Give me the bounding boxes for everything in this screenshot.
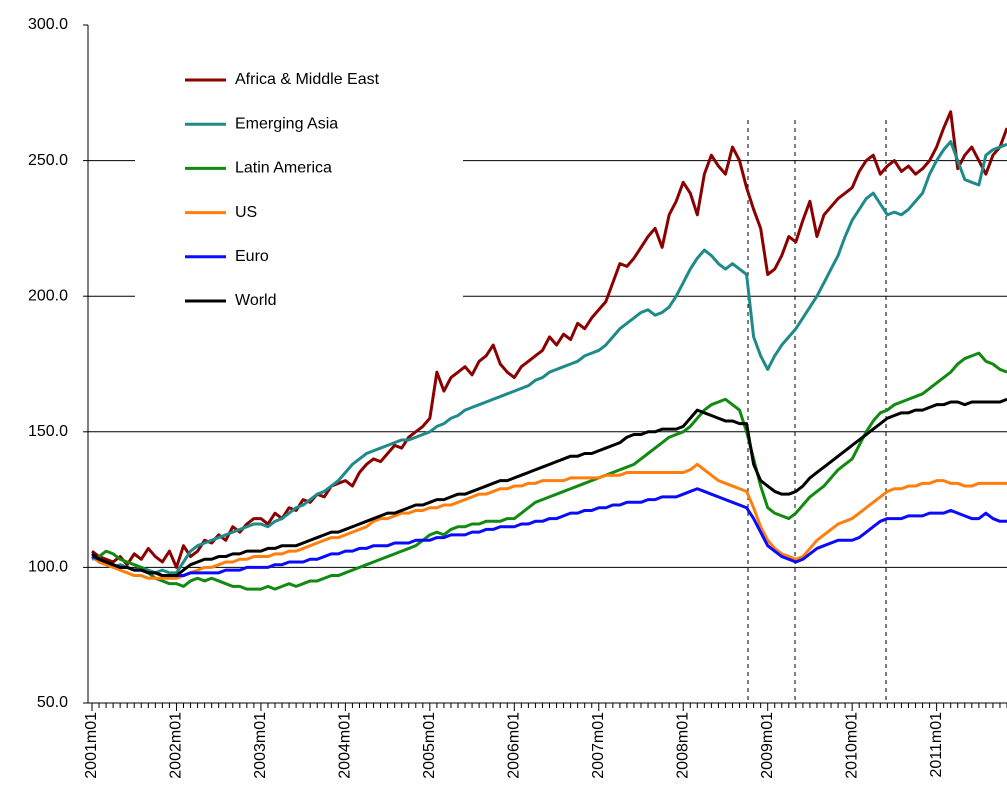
x-tick-label: 2005m01 xyxy=(421,712,438,779)
series-line xyxy=(91,140,1007,575)
x-tick-label: 2009m01 xyxy=(759,712,776,779)
x-tick-label: 2006m01 xyxy=(506,712,523,779)
y-tick-label: 50.0 xyxy=(37,694,68,711)
series-line xyxy=(91,487,1007,578)
x-tick-label: 2003m01 xyxy=(252,712,269,779)
legend-label: Africa & Middle East xyxy=(235,71,380,88)
x-tick-label: 2002m01 xyxy=(168,712,185,779)
y-tick-label: 300.0 xyxy=(28,16,68,33)
y-tick-label: 250.0 xyxy=(28,152,68,169)
legend-background xyxy=(135,55,463,325)
series-line xyxy=(91,462,1007,580)
legend-label: Euro xyxy=(235,248,269,265)
series-line xyxy=(91,351,1007,591)
x-tick-label: 2008m01 xyxy=(674,712,691,779)
legend-label: US xyxy=(235,204,257,221)
y-tick-label: 200.0 xyxy=(28,287,68,304)
legend-label: Emerging Asia xyxy=(235,115,338,132)
legend-label: Latin America xyxy=(235,160,332,177)
legend-label: World xyxy=(235,292,277,309)
series-line xyxy=(91,397,1007,578)
x-tick-label: 2010m01 xyxy=(843,712,860,779)
x-tick-label: 2011m01 xyxy=(928,712,945,778)
x-tick-label: 2004m01 xyxy=(337,712,354,779)
event-lines xyxy=(747,120,887,703)
y-tick-label: 150.0 xyxy=(28,423,68,440)
y-tick-label: 100.0 xyxy=(28,559,68,576)
x-tick-label: 2001m01 xyxy=(83,712,100,779)
x-tick-label: 2007m01 xyxy=(590,712,607,779)
